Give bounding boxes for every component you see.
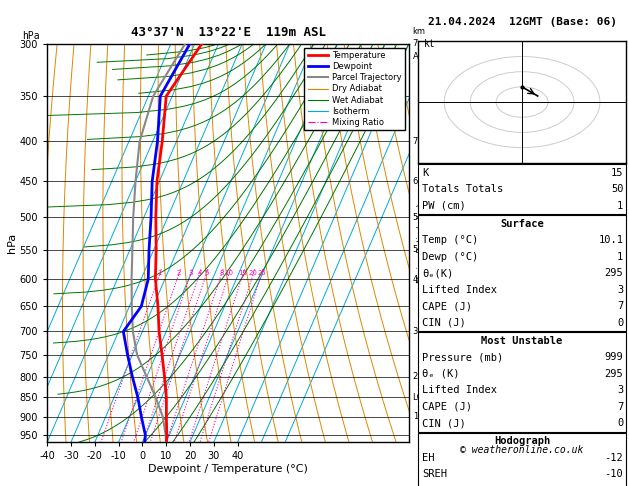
Text: 999: 999: [604, 352, 623, 362]
Text: 5: 5: [204, 270, 209, 277]
Text: 10.1: 10.1: [598, 235, 623, 245]
Text: 25: 25: [257, 270, 266, 277]
Text: CAPE (J): CAPE (J): [422, 402, 472, 412]
Text: -12: -12: [604, 453, 623, 463]
Text: 6: 6: [413, 177, 418, 186]
Text: 7: 7: [413, 39, 418, 48]
Text: Surface: Surface: [500, 219, 544, 228]
Text: 2: 2: [177, 270, 181, 277]
Text: 43°37'N  13°22'E  119m ASL: 43°37'N 13°22'E 119m ASL: [130, 26, 326, 39]
Text: 295: 295: [604, 268, 623, 278]
Text: 2: 2: [413, 372, 418, 382]
Text: 3: 3: [617, 285, 623, 295]
Text: θₑ(K): θₑ(K): [422, 268, 454, 278]
Text: -10: -10: [604, 469, 623, 479]
Text: Hodograph: Hodograph: [494, 436, 550, 446]
Text: © weatheronline.co.uk: © weatheronline.co.uk: [460, 445, 584, 455]
Text: 0: 0: [617, 418, 623, 428]
Text: 4: 4: [413, 275, 418, 284]
Text: 15: 15: [611, 168, 623, 177]
Legend: Temperature, Dewpoint, Parcel Trajectory, Dry Adiabat, Wet Adiabat, Isotherm, Mi: Temperature, Dewpoint, Parcel Trajectory…: [304, 48, 404, 130]
Text: 5: 5: [413, 213, 418, 222]
Text: 3: 3: [617, 385, 623, 395]
Text: Temp (°C): Temp (°C): [422, 235, 478, 245]
X-axis label: Dewpoint / Temperature (°C): Dewpoint / Temperature (°C): [148, 464, 308, 474]
Text: Lifted Index: Lifted Index: [422, 385, 497, 395]
Text: CIN (J): CIN (J): [422, 318, 466, 328]
Text: 20: 20: [249, 270, 258, 277]
Text: θₑ (K): θₑ (K): [422, 369, 460, 379]
Text: kt: kt: [423, 39, 435, 50]
Text: 7: 7: [617, 402, 623, 412]
Text: km: km: [413, 27, 426, 36]
Text: CIN (J): CIN (J): [422, 418, 466, 428]
Text: 3: 3: [413, 327, 418, 336]
Text: 21.04.2024  12GMT (Base: 06): 21.04.2024 12GMT (Base: 06): [428, 17, 616, 27]
Text: EH: EH: [422, 453, 435, 463]
Text: Dewp (°C): Dewp (°C): [422, 252, 478, 261]
Text: K: K: [422, 168, 428, 177]
Text: Pressure (mb): Pressure (mb): [422, 352, 503, 362]
Text: Most Unstable: Most Unstable: [481, 336, 563, 346]
Text: LCL: LCL: [413, 393, 428, 402]
Text: 1: 1: [617, 252, 623, 261]
Text: 8: 8: [220, 270, 224, 277]
Text: 10: 10: [225, 270, 233, 277]
Text: 0: 0: [617, 318, 623, 328]
Text: 7: 7: [617, 301, 623, 311]
Text: 3: 3: [189, 270, 193, 277]
Text: hPa: hPa: [22, 31, 40, 41]
Text: 15: 15: [239, 270, 248, 277]
Text: 50: 50: [611, 184, 623, 194]
Text: 1: 1: [413, 412, 418, 421]
Text: ASL: ASL: [413, 52, 428, 61]
Text: SREH: SREH: [422, 469, 447, 479]
Text: 5: 5: [413, 245, 418, 254]
Text: 1: 1: [158, 270, 162, 277]
Text: Mixing Ratio (g/kg): Mixing Ratio (g/kg): [417, 203, 426, 283]
Text: CAPE (J): CAPE (J): [422, 301, 472, 311]
Text: Totals Totals: Totals Totals: [422, 184, 503, 194]
Text: Lifted Index: Lifted Index: [422, 285, 497, 295]
Text: 4: 4: [198, 270, 202, 277]
Text: 7: 7: [413, 137, 418, 146]
Text: 1: 1: [617, 201, 623, 210]
Text: PW (cm): PW (cm): [422, 201, 466, 210]
Text: 295: 295: [604, 369, 623, 379]
Y-axis label: hPa: hPa: [7, 233, 17, 253]
